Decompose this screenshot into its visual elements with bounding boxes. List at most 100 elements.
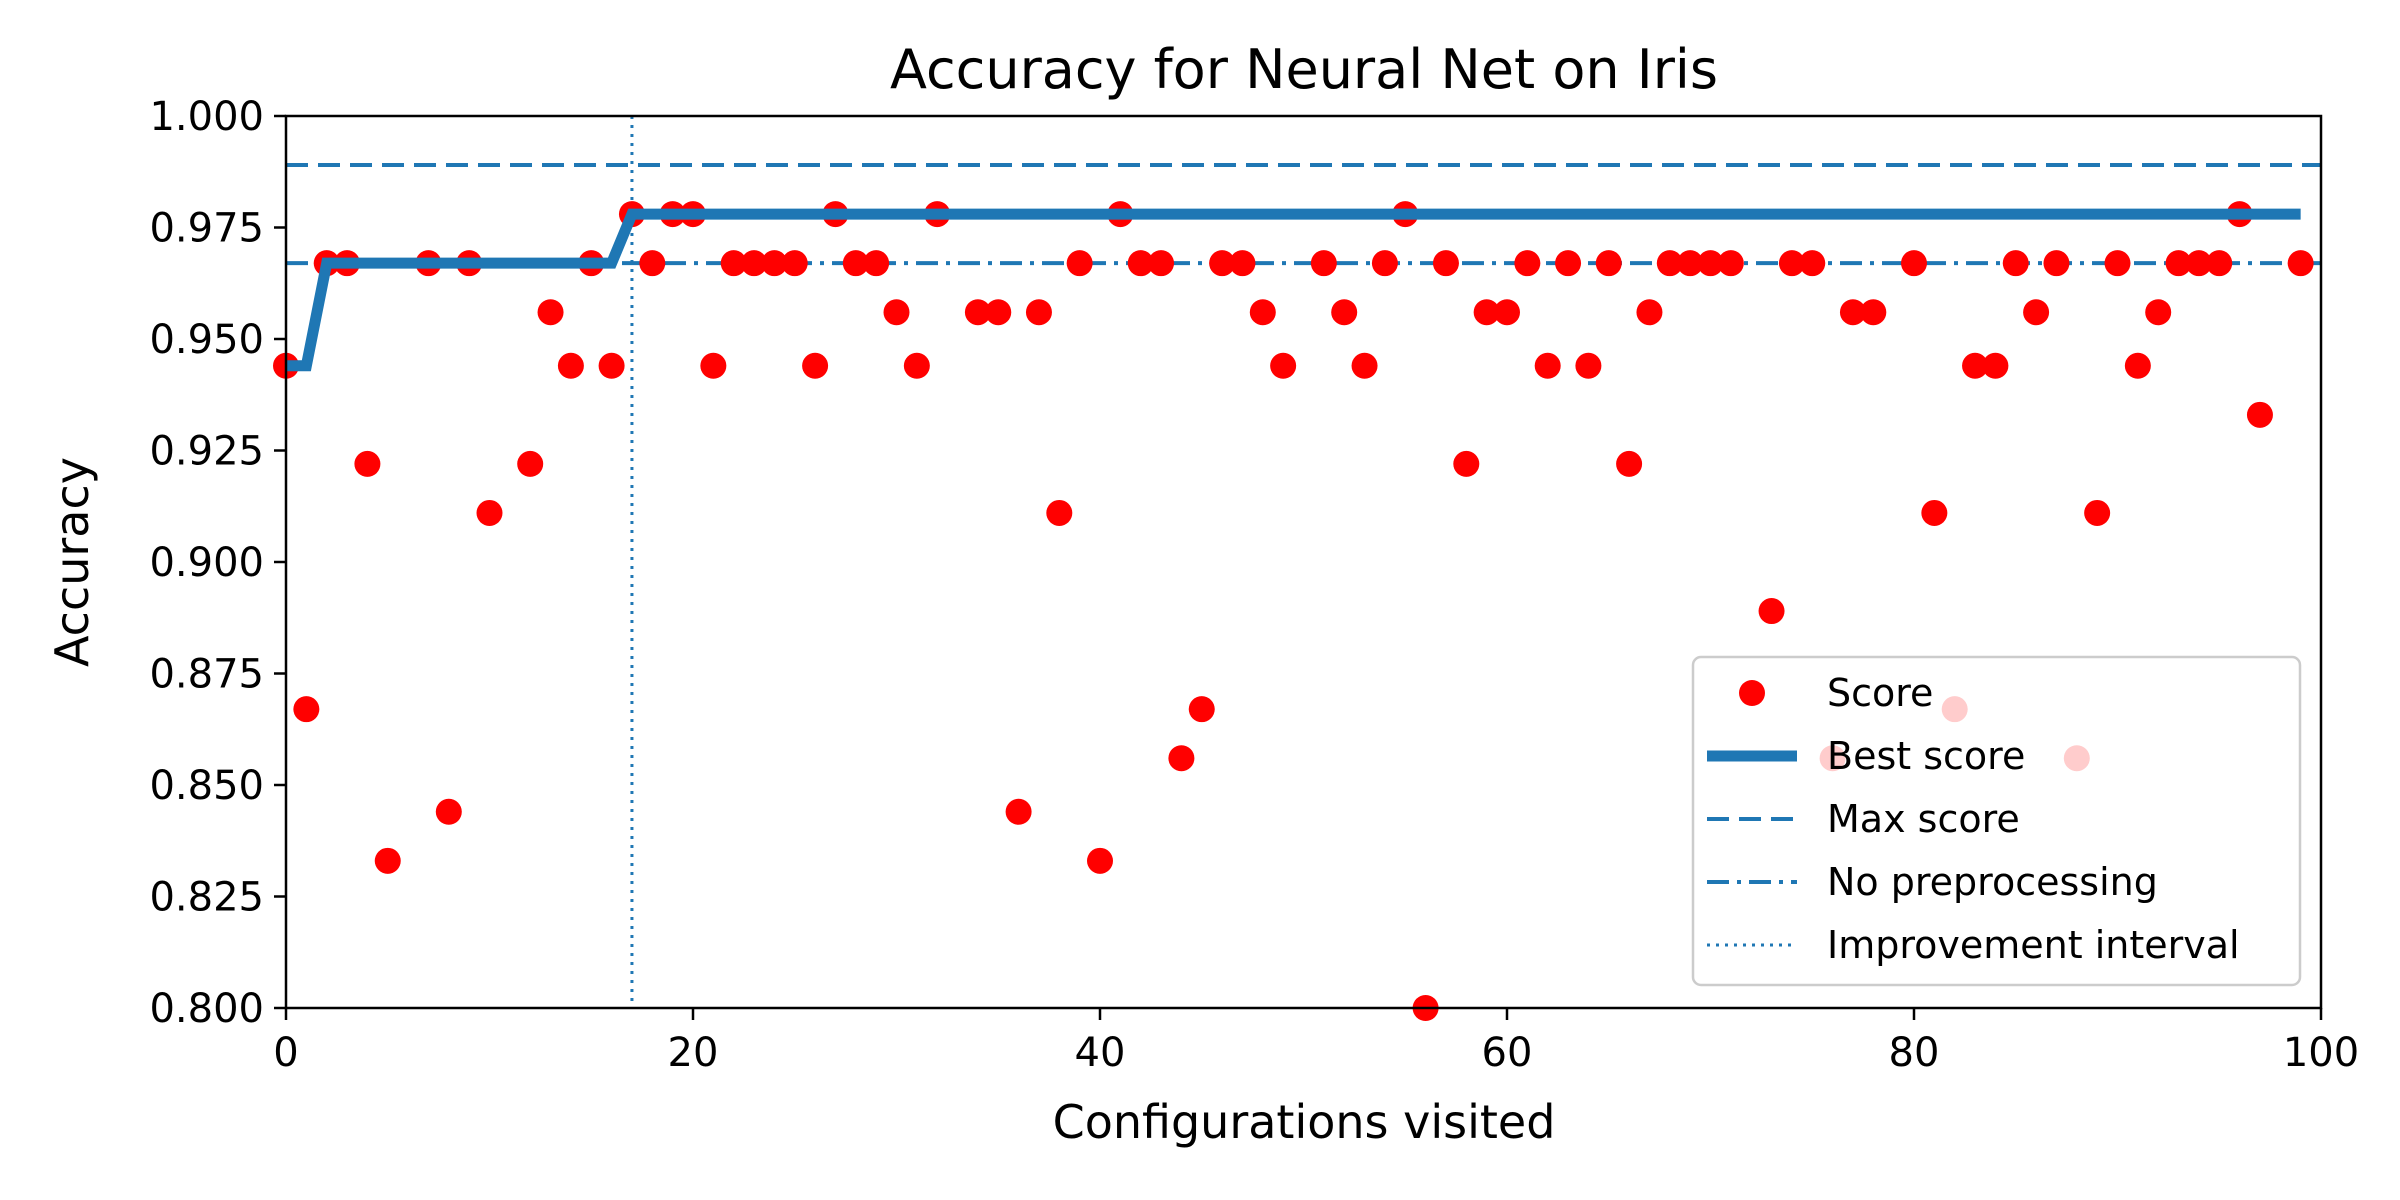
y-tick-label: 0.950 [149, 317, 264, 363]
score-point [2206, 250, 2233, 277]
score-point [761, 250, 788, 277]
legend-frame [1691, 655, 2302, 987]
score-point [1025, 299, 1052, 326]
score-point [1209, 250, 1236, 277]
score-point [1758, 598, 1785, 625]
score-point [1514, 250, 1541, 277]
y-tick-label: 1.000 [149, 94, 264, 140]
score-point [1982, 352, 2009, 379]
score-point [1046, 499, 1073, 526]
score-point [964, 299, 991, 326]
x-axis: 0 20 40 60 80 100 [273, 1008, 2359, 1076]
score-point [1270, 352, 1297, 379]
score-point [374, 847, 401, 874]
score-point [1168, 745, 1195, 772]
score-point [1799, 250, 1826, 277]
x-tick-label: 20 [668, 1030, 719, 1076]
score-point [1697, 250, 1724, 277]
score-point [2124, 352, 2151, 379]
plot-area [273, 116, 2321, 1021]
score-point [1473, 299, 1500, 326]
y-tick-label: 0.925 [149, 429, 264, 475]
y-tick-label: 0.900 [149, 540, 264, 586]
score-point [842, 250, 869, 277]
score-point [720, 250, 747, 277]
score-point [1534, 352, 1561, 379]
score-point [1595, 250, 1622, 277]
score-point [1494, 299, 1520, 326]
score-point [2084, 499, 2111, 526]
score-point [2287, 250, 2314, 277]
score-point [985, 299, 1012, 326]
score-point [1432, 250, 1459, 277]
score-point [863, 250, 890, 277]
chart-title: Accuracy for Neural Net on Iris [890, 38, 1718, 101]
legend-label: Best score [1827, 734, 2025, 778]
score-point [476, 499, 503, 526]
score-point [1656, 250, 1683, 277]
score-point [1331, 299, 1358, 326]
score-point [1717, 250, 1744, 277]
legend-label: Improvement interval [1827, 923, 2240, 967]
score-point [1962, 352, 1989, 379]
score-point [1921, 499, 1948, 526]
legend: Score Best score Max score No preprocessing… [1691, 655, 2302, 987]
score-point [1453, 450, 1480, 477]
score-point [517, 450, 544, 477]
score-point [1005, 798, 1032, 825]
y-tick-label: 0.850 [149, 763, 264, 809]
x-tick-label: 0 [273, 1030, 298, 1076]
x-tick-label: 100 [2283, 1030, 2359, 1076]
score-point [1310, 250, 1337, 277]
legend-label: Score [1827, 671, 1933, 715]
score-point [598, 352, 625, 379]
score-point [293, 696, 320, 723]
score-point [1188, 696, 1215, 723]
y-axis-label: Accuracy [45, 457, 99, 667]
score-point [1249, 299, 1276, 326]
score-point [1839, 299, 1866, 326]
score-point [781, 250, 808, 277]
y-axis: 0.800 0.825 0.850 0.875 0.900 0.925 0.950 0.975… [149, 94, 286, 1032]
y-tick-label: 0.875 [149, 652, 264, 698]
score-point [2145, 299, 2172, 326]
legend-label: Max score [1827, 797, 2020, 841]
score-point [903, 352, 930, 379]
score-point [1371, 250, 1398, 277]
score-point [1351, 352, 1378, 379]
score-point [2104, 250, 2131, 277]
score-point [639, 250, 666, 277]
score-point [1148, 250, 1175, 277]
score-point [1555, 250, 1582, 277]
score-point [435, 798, 462, 825]
score-point [1901, 250, 1927, 277]
score-point [1127, 250, 1154, 277]
score-point [1616, 450, 1643, 477]
score-point [1778, 250, 1805, 277]
score-point [2165, 250, 2192, 277]
score-point [1575, 352, 1602, 379]
legend-label: No preprocessing [1827, 860, 2158, 904]
score-point [2002, 250, 2029, 277]
best-score-line [286, 208, 2301, 372]
x-tick-label: 80 [1889, 1030, 1940, 1076]
score-point [1677, 250, 1704, 277]
score-point [1087, 847, 1113, 874]
y-tick-label: 0.825 [149, 875, 264, 921]
score-point [2023, 299, 2050, 326]
legend-score-marker [1739, 680, 1765, 706]
x-tick-label: 40 [1075, 1030, 1126, 1076]
score-point [1636, 299, 1663, 326]
score-point [354, 450, 381, 477]
score-point [2185, 250, 2212, 277]
score-point [802, 352, 829, 379]
score-point [700, 352, 727, 379]
score-point [2246, 401, 2273, 428]
score-point [741, 250, 768, 277]
score-point [2043, 250, 2070, 277]
y-tick-label: 0.975 [149, 206, 264, 252]
score-point [883, 299, 910, 326]
score-point [557, 352, 584, 379]
score-point [1860, 299, 1887, 326]
